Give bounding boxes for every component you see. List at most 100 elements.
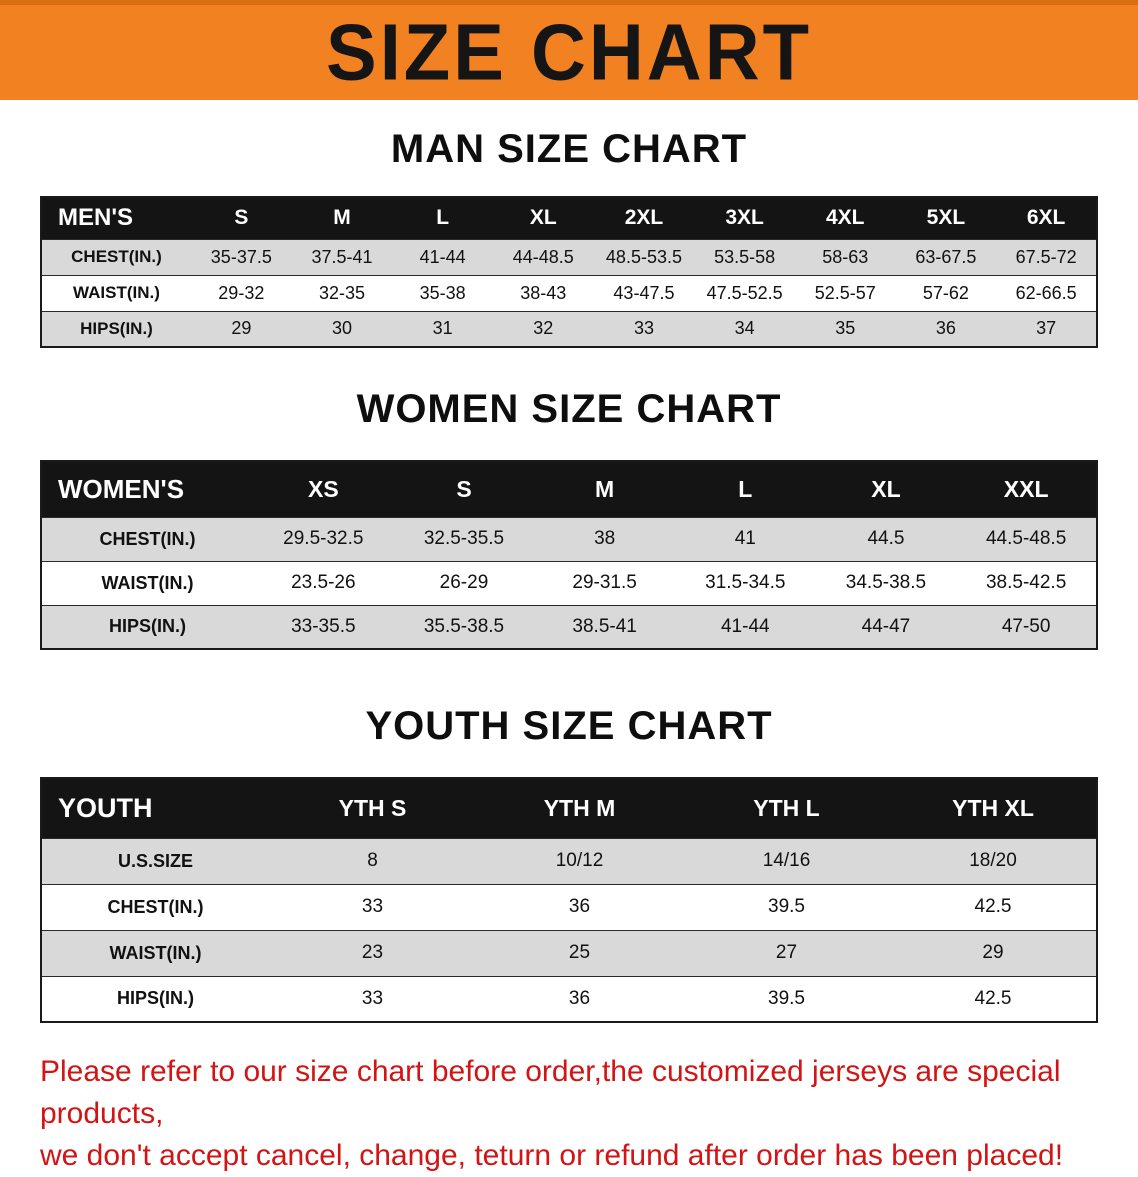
- youth-corner-label: YOUTH: [41, 777, 269, 839]
- disclaimer-note: Please refer to our size chart before or…: [40, 1051, 1118, 1177]
- size-value: 39.5: [683, 975, 890, 1023]
- men-header-row: MEN'S S M L XL 2XL 3XL 4XL 5XL 6XL: [41, 196, 1097, 240]
- size-value: 41: [674, 516, 816, 562]
- size-value: 32.5-35.5: [393, 516, 535, 562]
- size-value: 29.5-32.5: [253, 516, 394, 562]
- size-value: 29-31.5: [534, 560, 675, 606]
- men-column-header: L: [392, 196, 493, 240]
- women-table-row: CHEST(IN.) 29.5-32.5 32.5-35.5 38 41 44.5 44.5…: [41, 516, 1097, 562]
- size-value: 36: [895, 310, 997, 348]
- youth-size-chart-title: YOUTH SIZE CHART: [365, 704, 773, 748]
- size-value: 38.5-41: [534, 604, 675, 650]
- women-column-header: S: [393, 460, 535, 518]
- size-value: 31.5-34.5: [674, 560, 816, 606]
- size-value: 37: [996, 310, 1097, 348]
- men-size-table: MEN'S S M L XL 2XL 3XL 4XL 5XL 6XL CHEST(IN.) 35-37…: [40, 196, 1098, 348]
- disclaimer-line-2: we don't accept cancel, change, teturn o…: [40, 1139, 1064, 1172]
- size-value: 33-35.5: [253, 604, 394, 650]
- size-value: 67.5-72: [996, 238, 1097, 276]
- youth-table-row: U.S.SIZE 8 10/12 14/16 18/20: [41, 837, 1097, 885]
- size-value: 29: [191, 310, 292, 348]
- women-column-header: M: [534, 460, 675, 518]
- youth-table-row: CHEST(IN.) 33 36 39.5 42.5: [41, 883, 1097, 931]
- row-label: HIPS(IN.): [41, 975, 269, 1023]
- row-label: CHEST(IN.): [41, 883, 269, 931]
- youth-header-row: YOUTH YTH S YTH M YTH L YTH XL: [41, 777, 1097, 839]
- youth-column-header: YTH M: [476, 777, 683, 839]
- men-column-header: 5XL: [895, 196, 997, 240]
- size-value: 32-35: [291, 274, 393, 312]
- size-value: 42.5: [890, 975, 1097, 1023]
- youth-table-row: HIPS(IN.) 33 36 39.5 42.5: [41, 975, 1097, 1023]
- size-value: 33: [269, 975, 476, 1023]
- women-column-header: XS: [253, 460, 394, 518]
- size-value: 10/12: [476, 837, 683, 885]
- size-value: 44-47: [815, 604, 957, 650]
- men-column-header: M: [291, 196, 393, 240]
- size-value: 33: [269, 883, 476, 931]
- man-size-chart-title: MAN SIZE CHART: [390, 127, 748, 171]
- size-value: 18/20: [890, 837, 1097, 885]
- size-value: 39.5: [683, 883, 890, 931]
- men-table-row: HIPS(IN.) 29 30 31 32 33 34 35 36 37: [41, 310, 1097, 348]
- size-value: 31: [392, 310, 493, 348]
- youth-size-table: YOUTH YTH S YTH M YTH L YTH XL U.S.SIZE 8 10/12…: [40, 777, 1098, 1023]
- row-label: CHEST(IN.): [41, 238, 191, 276]
- women-column-header: XL: [815, 460, 957, 518]
- size-value: 35: [794, 310, 896, 348]
- row-label: WAIST(IN.): [41, 929, 269, 977]
- women-size-table: WOMEN'S XS S M L XL XXL CHEST(IN.) 29.5-32.5 32.5…: [40, 460, 1098, 650]
- men-column-header: XL: [492, 196, 594, 240]
- size-value: 44-48.5: [492, 238, 594, 276]
- size-value: 36: [476, 883, 683, 931]
- disclaimer-line-1: Please refer to our size chart before or…: [40, 1055, 1061, 1130]
- size-value: 57-62: [895, 274, 997, 312]
- size-value: 33: [593, 310, 695, 348]
- size-value: 25: [476, 929, 683, 977]
- row-label: HIPS(IN.): [41, 604, 253, 650]
- men-table-row: WAIST(IN.) 29-32 32-35 35-38 38-43 43-47.5 47.…: [41, 274, 1097, 312]
- size-value: 35.5-38.5: [393, 604, 535, 650]
- size-value: 41-44: [392, 238, 493, 276]
- size-value: 36: [476, 975, 683, 1023]
- row-label: U.S.SIZE: [41, 837, 269, 885]
- size-value: 52.5-57: [794, 274, 896, 312]
- youth-column-header: YTH S: [269, 777, 476, 839]
- youth-column-header: YTH XL: [890, 777, 1097, 839]
- women-size-chart-title: WOMEN SIZE CHART: [356, 387, 782, 431]
- women-column-header: XXL: [956, 460, 1097, 518]
- size-value: 42.5: [890, 883, 1097, 931]
- banner-title: SIZE CHART: [326, 7, 812, 97]
- men-column-header: S: [191, 196, 292, 240]
- size-value: 62-66.5: [996, 274, 1097, 312]
- youth-column-header: YTH L: [683, 777, 890, 839]
- size-value: 29-32: [191, 274, 292, 312]
- size-value: 35-37.5: [191, 238, 292, 276]
- size-value: 27: [683, 929, 890, 977]
- size-value: 44.5-48.5: [956, 516, 1097, 562]
- women-header-row: WOMEN'S XS S M L XL XXL: [41, 460, 1097, 518]
- size-value: 38: [534, 516, 675, 562]
- men-column-header: 6XL: [996, 196, 1097, 240]
- size-value: 47.5-52.5: [694, 274, 795, 312]
- size-chart-banner: SIZE CHART: [0, 0, 1138, 100]
- row-label: CHEST(IN.): [41, 516, 253, 562]
- youth-table-row: WAIST(IN.) 23 25 27 29: [41, 929, 1097, 977]
- men-corner-label: MEN'S: [41, 196, 191, 240]
- size-value: 29: [890, 929, 1097, 977]
- size-value: 30: [291, 310, 393, 348]
- size-value: 34.5-38.5: [815, 560, 957, 606]
- size-value: 44.5: [815, 516, 957, 562]
- size-value: 26-29: [393, 560, 535, 606]
- men-column-header: 3XL: [694, 196, 795, 240]
- size-value: 38.5-42.5: [956, 560, 1097, 606]
- size-value: 23.5-26: [253, 560, 394, 606]
- men-column-header: 2XL: [593, 196, 695, 240]
- women-corner-label: WOMEN'S: [41, 460, 253, 518]
- size-value: 34: [694, 310, 795, 348]
- size-value: 37.5-41: [291, 238, 393, 276]
- women-column-header: L: [674, 460, 816, 518]
- size-value: 35-38: [392, 274, 493, 312]
- size-value: 63-67.5: [895, 238, 997, 276]
- size-value: 38-43: [492, 274, 594, 312]
